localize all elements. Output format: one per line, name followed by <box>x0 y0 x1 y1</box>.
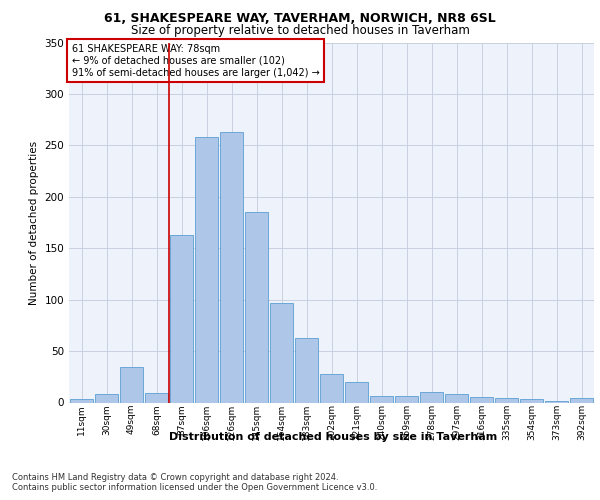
Text: Contains public sector information licensed under the Open Government Licence v3: Contains public sector information licen… <box>12 484 377 492</box>
Bar <box>420 392 443 402</box>
Bar <box>370 396 393 402</box>
Bar <box>470 398 493 402</box>
Bar <box>295 338 318 402</box>
Bar <box>445 394 468 402</box>
Bar <box>395 396 418 402</box>
Bar <box>120 366 143 402</box>
Bar <box>570 398 593 402</box>
Text: 61 SHAKESPEARE WAY: 78sqm
← 9% of detached houses are smaller (102)
91% of semi-: 61 SHAKESPEARE WAY: 78sqm ← 9% of detach… <box>71 44 319 78</box>
Text: 61, SHAKESPEARE WAY, TAVERHAM, NORWICH, NR8 6SL: 61, SHAKESPEARE WAY, TAVERHAM, NORWICH, … <box>104 12 496 26</box>
Bar <box>170 235 193 402</box>
Bar <box>145 393 168 402</box>
Bar <box>220 132 243 402</box>
Text: Distribution of detached houses by size in Taverham: Distribution of detached houses by size … <box>169 432 497 442</box>
Bar <box>320 374 343 402</box>
Bar <box>495 398 518 402</box>
Bar <box>195 137 218 402</box>
Text: Size of property relative to detached houses in Taverham: Size of property relative to detached ho… <box>131 24 469 37</box>
Bar <box>95 394 118 402</box>
Bar <box>270 302 293 402</box>
Bar <box>245 212 268 402</box>
Y-axis label: Number of detached properties: Number of detached properties <box>29 140 39 304</box>
Text: Contains HM Land Registry data © Crown copyright and database right 2024.: Contains HM Land Registry data © Crown c… <box>12 472 338 482</box>
Bar <box>520 400 543 402</box>
Bar <box>345 382 368 402</box>
Bar <box>70 400 93 402</box>
